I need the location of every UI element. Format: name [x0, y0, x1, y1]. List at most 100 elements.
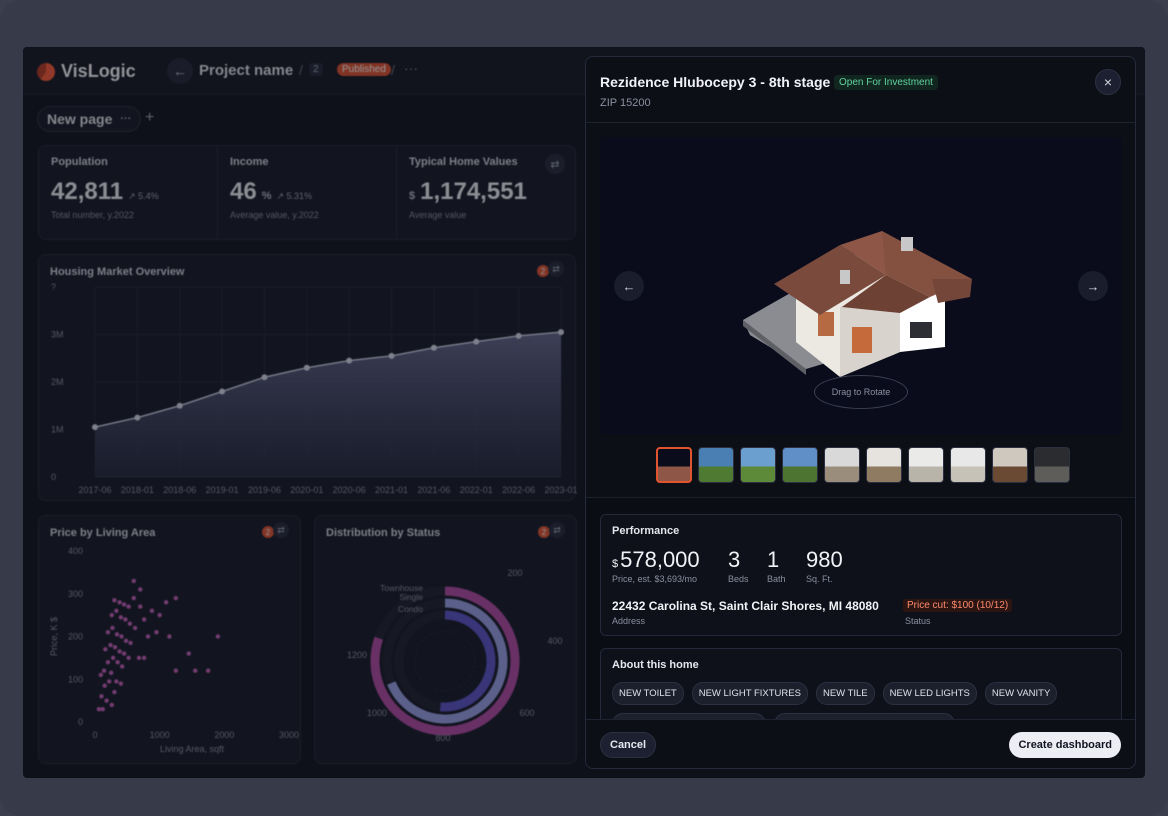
scatter-point	[119, 664, 125, 669]
previous-image-button[interactable]: ←	[614, 271, 644, 301]
gallery-thumbnail[interactable]	[992, 447, 1028, 483]
gallery-thumbnail[interactable]	[950, 447, 986, 483]
price-stat: $578,000 Price, est. $3,693/mo	[612, 547, 700, 584]
scatter-point	[108, 670, 114, 676]
y-tick-label: 300	[68, 589, 83, 599]
gallery-thumbnail[interactable]	[908, 447, 944, 483]
scatter-point	[205, 668, 211, 673]
tab-new-page[interactable]: New page ···	[37, 106, 142, 132]
project-name[interactable]: Project name	[199, 62, 294, 79]
gallery-thumbnail[interactable]	[782, 447, 818, 483]
x-tick-label: 2020-06	[333, 485, 366, 495]
create-dashboard-button[interactable]: Create dashboard	[1009, 732, 1121, 758]
scatter-point	[114, 679, 119, 684]
data-point	[430, 344, 437, 351]
radial-tick-label: 800	[435, 733, 450, 743]
price-label: Price, est. $3,693/mo	[612, 574, 698, 584]
breadcrumb-separator: /	[299, 62, 303, 78]
cancel-button[interactable]: Cancel	[600, 732, 657, 758]
x-tick-label: 1000	[150, 730, 170, 740]
scatter-point	[149, 608, 155, 614]
scatter-point	[98, 672, 104, 678]
house-model-image[interactable]	[600, 137, 1122, 435]
data-point	[176, 402, 183, 409]
x-tick-label: 2019-06	[248, 485, 281, 495]
gallery-thumbnail[interactable]	[824, 447, 860, 483]
alert-badge[interactable]: 2	[537, 265, 549, 277]
scatter-point	[112, 644, 118, 650]
scatter-point	[141, 617, 147, 622]
gallery-thumbnail[interactable]	[698, 447, 734, 483]
app-window: VisLogic ← Project name / 2 Published / …	[23, 47, 1145, 778]
section-title: Performance	[612, 525, 680, 537]
filter-settings-icon[interactable]: ⇄	[273, 522, 289, 538]
data-point	[261, 374, 268, 381]
filter-settings-icon[interactable]: ⇄	[548, 261, 564, 277]
kpi-sub: Average value	[409, 210, 467, 220]
radial-tick-label: 400	[547, 636, 562, 646]
scatter-point	[107, 679, 112, 684]
gallery-thumbnail[interactable]	[656, 447, 692, 483]
dashboard-background: VisLogic ← Project name / 2 Published / …	[23, 47, 1145, 778]
scatter-point	[215, 634, 221, 639]
data-point	[558, 329, 564, 336]
x-tick-label: 2021-01	[375, 485, 408, 495]
alert-badge[interactable]: 2	[262, 526, 274, 538]
scatter-point	[126, 655, 131, 661]
zip-code: ZIP 15200	[600, 97, 651, 109]
y-tick-label: ?	[51, 282, 56, 292]
app-logo[interactable]: VisLogic	[37, 61, 136, 82]
feature-chip: NEW LIGHT FIXTURES	[691, 682, 808, 705]
x-tick-label: 2017-06	[78, 485, 111, 495]
close-icon[interactable]: ×	[1095, 69, 1121, 95]
scatter-point	[145, 634, 151, 639]
scatter-point	[109, 612, 115, 618]
scatter-point	[167, 634, 172, 639]
filter-settings-icon[interactable]: ⇄	[549, 522, 565, 538]
filter-settings-icon[interactable]: ⇄	[545, 154, 565, 174]
data-point	[219, 388, 226, 395]
performance-section: Performance $578,000 Price, est. $3,693/…	[600, 514, 1122, 636]
y-tick-label: 1M	[51, 425, 64, 435]
back-arrow-icon[interactable]: ←	[167, 58, 193, 84]
add-page-button[interactable]: +	[145, 109, 155, 126]
x-tick-label: 2022-06	[502, 485, 535, 495]
gallery-thumbnail[interactable]	[740, 447, 776, 483]
scatter-point	[131, 595, 136, 601]
data-point	[92, 424, 98, 431]
scatter-point	[138, 587, 143, 592]
status-badge: Published	[337, 63, 391, 76]
x-tick-label: 2018-06	[163, 485, 196, 495]
x-tick-label: 2019-01	[206, 485, 239, 495]
address-label: Address	[612, 616, 646, 626]
distribution-card: Distribution by Status 2 ⇄ Townhouse Sing…	[314, 515, 577, 764]
scatter-chart: 0 100 200 300 400 0 1000 2000 3000 Living Area, s…	[49, 546, 299, 754]
y-tick-label: 2M	[51, 377, 64, 387]
gallery-thumbnail[interactable]	[866, 447, 902, 483]
x-axis-label: Living Area, sqft	[160, 744, 225, 754]
feature-chip: NEW TILE	[815, 682, 875, 705]
scatter-point	[157, 612, 162, 618]
kpi-value-row: 46 % ↗ 5.31%	[230, 178, 384, 206]
bath-value: 1	[767, 547, 780, 572]
scatter-point	[121, 602, 127, 607]
data-point	[346, 357, 353, 364]
address-value: 22432 Carolina St, Saint Clair Shores, M…	[612, 599, 879, 613]
3d-model-viewer[interactable]: ← → Drag to Rotate	[600, 137, 1122, 435]
scatter-point	[115, 659, 120, 665]
kpi-delta: ↗ 5.4%	[128, 191, 159, 201]
price-value: 578,000	[620, 547, 700, 572]
tab-menu-icon[interactable]: ···	[120, 113, 132, 125]
x-tick-label: 2021-06	[417, 485, 450, 495]
scatter-point	[101, 668, 107, 673]
kpi-value: 1,174,551	[420, 178, 527, 205]
scatter-point	[121, 651, 127, 656]
drag-to-rotate-hint[interactable]: Drag to Rotate	[814, 375, 908, 409]
alert-badge[interactable]: 2	[538, 526, 550, 538]
kpi-income: Income 46 % ↗ 5.31% Average value, y.202…	[218, 146, 397, 239]
gallery-thumbnail[interactable]	[1034, 447, 1070, 483]
scatter-point	[104, 698, 109, 703]
scatter-point	[117, 600, 122, 605]
next-image-button[interactable]: →	[1078, 271, 1108, 301]
more-menu-icon[interactable]: ···	[404, 60, 418, 76]
